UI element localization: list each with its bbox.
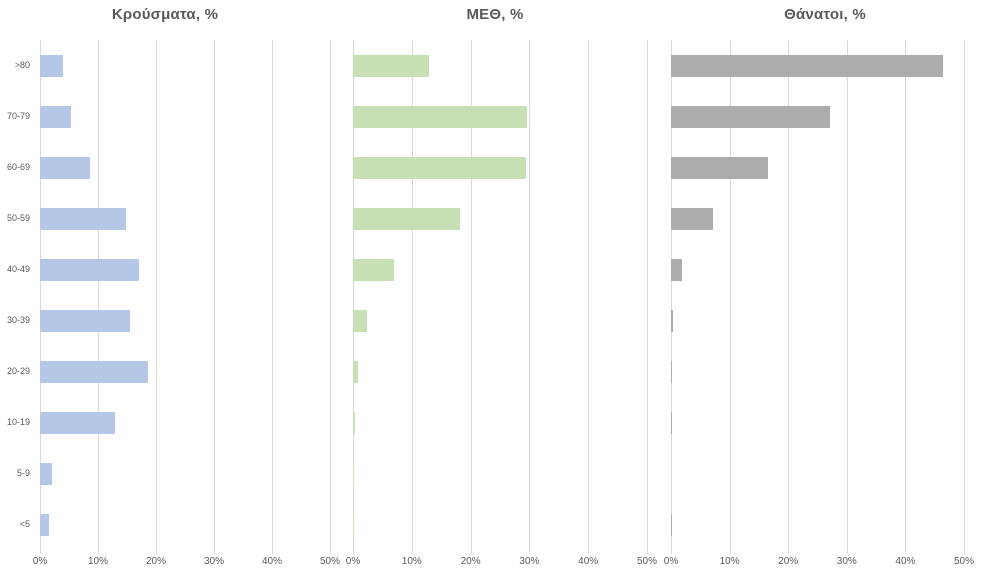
x-tick-label: 30% [203, 556, 225, 567]
gridline [330, 40, 331, 554]
bar-5-9 [353, 462, 354, 485]
y-axis-label: 60-69 [6, 162, 30, 172]
y-axis-label: 20-29 [6, 366, 30, 376]
bar-10-19 [353, 411, 355, 434]
bar-30-39 [40, 309, 130, 332]
y-axis-label: 5-9 [16, 468, 30, 478]
x-tick-label: 20% [778, 556, 799, 567]
gridline [411, 40, 413, 554]
gridline [98, 40, 99, 554]
x-tick-label: 20% [460, 556, 481, 567]
bar-20-29 [671, 360, 673, 383]
x-tick-label: 10% [87, 556, 109, 567]
x-tick-label: 50% [953, 556, 975, 567]
x-axis-labels-cases: 0% 10% 20% 30% 40% 50% [33, 556, 340, 572]
chart-cases: Κρούσματα, % >80 70-79 60-69 50-59 40-49 30-3… [0, 0, 340, 582]
chart-title-icu: ΜΕΘ, % [466, 6, 524, 23]
chart-deaths: Θάνατοι, % 0% 10% 20% 30% 40% 50% [660, 0, 990, 582]
gridline [588, 40, 590, 554]
bar-50-59 [40, 207, 126, 230]
bar-30-39 [671, 309, 674, 332]
plot-area-cases [40, 40, 331, 554]
chart-title-deaths: Θάνατοι, % [784, 6, 866, 23]
y-axis-label: 30-39 [6, 315, 30, 325]
bar-10-19 [671, 411, 673, 434]
bar-60-69 [671, 156, 768, 179]
gridline [529, 40, 531, 554]
x-tick-label: 0% [32, 556, 48, 567]
bar-5-9 [40, 462, 53, 485]
bar-5 [671, 513, 673, 536]
bar-50-59 [671, 207, 714, 230]
y-axis-label: 10-19 [6, 417, 30, 427]
x-tick-label: 30% [519, 556, 540, 567]
bar-70-79 [671, 105, 831, 128]
x-tick-label: 0% [663, 556, 679, 567]
x-tick-label: 50% [636, 556, 658, 567]
y-axis-labels: >80 70-79 60-69 50-59 40-49 30-39 20-29 10-19 5-… [0, 40, 35, 550]
gridline [671, 40, 672, 554]
bar-60-69 [353, 156, 526, 179]
bar-10-19 [40, 411, 115, 434]
bar-40-49 [671, 258, 682, 281]
x-tick-label: 20% [145, 556, 167, 567]
bar-60-69 [40, 156, 91, 179]
gridline [40, 40, 41, 554]
gridline [272, 40, 273, 554]
y-axis-label: 70-79 [6, 111, 30, 121]
gridline [729, 40, 731, 554]
x-tick-label: 30% [836, 556, 857, 567]
gridline [470, 40, 472, 554]
bar-5 [353, 513, 355, 536]
x-tick-label: 40% [261, 556, 283, 567]
plot-area-deaths [671, 40, 965, 554]
gridline [788, 40, 790, 554]
bar-40-49 [353, 258, 394, 281]
gridline [846, 40, 848, 554]
bar-80 [353, 54, 430, 77]
bar-20-29 [353, 360, 358, 383]
gridline [214, 40, 215, 554]
chart-icu: ΜΕΘ, % 0% 10% 20% 30% 40% 50% [330, 0, 660, 582]
y-axis-label: <5 [19, 519, 30, 529]
gridline [156, 40, 157, 554]
y-axis-label: 40-49 [6, 264, 30, 274]
y-axis-label: >80 [14, 60, 30, 70]
x-axis-labels-deaths: 0% 10% 20% 30% 40% 50% [664, 556, 974, 572]
bar-20-29 [40, 360, 148, 383]
x-axis-labels-icu: 0% 10% 20% 30% 40% 50% [346, 556, 657, 572]
bar-50-59 [353, 207, 461, 230]
bar-5 [40, 513, 49, 536]
chart-title-cases: Κρούσματα, % [111, 6, 219, 23]
x-tick-label: 10% [401, 556, 422, 567]
gridline [647, 40, 648, 554]
x-tick-label: 40% [895, 556, 916, 567]
gridline [964, 40, 965, 554]
y-axis-label: 50-59 [6, 213, 30, 223]
bar-70-79 [40, 105, 71, 128]
x-tick-label: 0% [345, 556, 361, 567]
bar-40-49 [40, 258, 140, 281]
bar-80 [671, 54, 944, 77]
x-tick-label: 40% [578, 556, 599, 567]
gridline [905, 40, 907, 554]
gridline [353, 40, 354, 554]
x-tick-label: 50% [319, 556, 341, 567]
bar-70-79 [353, 105, 528, 128]
bar-80 [40, 54, 64, 77]
plot-area-icu [353, 40, 648, 554]
bar-30-39 [353, 309, 367, 332]
x-tick-label: 10% [719, 556, 740, 567]
